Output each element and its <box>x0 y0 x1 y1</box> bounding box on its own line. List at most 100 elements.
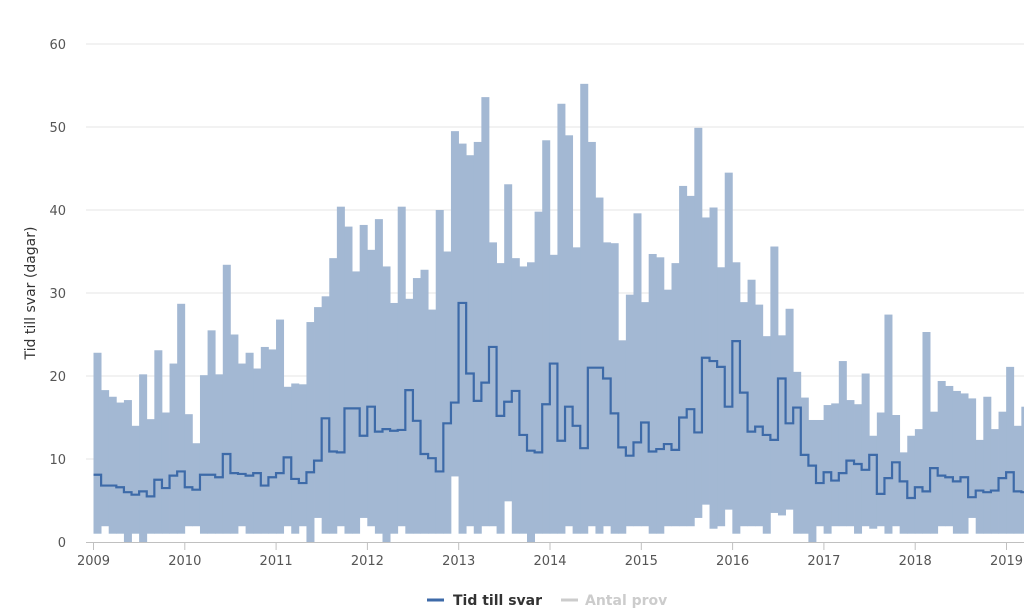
range-bar <box>473 141 482 534</box>
range-bar <box>975 439 984 534</box>
range-bar <box>998 411 1007 534</box>
range-bar <box>580 83 589 534</box>
range-bar <box>990 429 999 534</box>
range-bar <box>184 414 193 527</box>
range-bar <box>869 435 878 529</box>
range-bar <box>724 172 733 510</box>
range-bar <box>846 400 855 527</box>
x-tick-label: 2016 <box>716 554 749 569</box>
range-bar <box>930 411 939 534</box>
range-bar <box>587 141 596 527</box>
legend[interactable]: Tid till svar Antal prov <box>427 593 667 609</box>
x-tick-label: 2017 <box>807 554 840 569</box>
range-bar <box>922 332 931 534</box>
range-bar <box>420 269 429 534</box>
range-bar <box>625 294 634 527</box>
range-bar <box>443 251 452 534</box>
range-bar <box>648 253 657 534</box>
range-bar <box>268 349 277 534</box>
range-bar <box>603 242 612 527</box>
range-bar <box>390 302 399 534</box>
range-bar <box>717 267 726 527</box>
x-tick-label: 2010 <box>168 554 201 569</box>
legend-item-tid-till-svar[interactable]: Tid till svar <box>427 593 542 609</box>
range-bar <box>914 429 923 534</box>
range-bar <box>572 247 581 534</box>
range-area <box>93 83 1024 542</box>
range-bar <box>694 127 703 518</box>
series-line-tid-till-svar <box>93 301 1024 500</box>
x-tick-label: 2012 <box>351 554 384 569</box>
range-bar <box>374 219 383 534</box>
range-bar <box>488 242 497 527</box>
y-tick-label: 40 <box>49 204 66 219</box>
range-bar <box>253 368 262 534</box>
legend-label-antal-prov: Antal prov <box>585 593 667 609</box>
x-tick-label: 2019 <box>990 554 1023 569</box>
y-tick-label: 50 <box>49 121 66 136</box>
range-bar <box>276 319 285 534</box>
range-bar <box>952 390 961 534</box>
range-bar <box>709 207 718 529</box>
range-bar <box>215 374 224 534</box>
range-bar <box>793 371 802 534</box>
range-bar <box>192 443 201 527</box>
range-bar <box>207 330 216 534</box>
range-bar <box>618 340 627 534</box>
range-bar <box>907 435 916 534</box>
range-bar <box>466 155 475 527</box>
range-bar <box>131 425 140 534</box>
x-tick-label: 2014 <box>533 554 566 569</box>
range-bar <box>314 307 323 518</box>
range-bar <box>823 405 832 534</box>
range-bar <box>367 249 376 527</box>
range-bar <box>960 393 969 534</box>
range-bar <box>747 279 756 527</box>
range-bar <box>123 400 132 542</box>
range-bar <box>610 243 619 534</box>
range-bar <box>321 296 330 534</box>
range-bar <box>595 197 604 534</box>
range-bar <box>770 246 779 513</box>
range-bar <box>291 383 300 534</box>
x-tick-label: 2011 <box>260 554 293 569</box>
range-bar <box>306 322 315 542</box>
range-bar <box>557 103 566 534</box>
range-bar <box>169 363 178 534</box>
range-bar <box>671 263 680 527</box>
range-bar <box>336 206 345 527</box>
range-bar <box>542 140 551 534</box>
range-bar <box>245 352 254 534</box>
range-bar <box>428 309 437 534</box>
range-bar <box>785 308 794 510</box>
range-bar <box>458 143 467 534</box>
range-bar <box>238 363 247 527</box>
range-bar <box>899 452 908 534</box>
y-tick-label: 0 <box>58 536 66 551</box>
range-bar <box>116 402 125 534</box>
range-bar <box>93 352 102 534</box>
range-bar <box>511 258 520 534</box>
range-bar <box>800 397 809 534</box>
range-bar <box>937 380 946 527</box>
range-bar <box>230 334 239 534</box>
range-bar <box>739 302 748 527</box>
axes: 0 10 20 30 40 50 60 2009 2010 2011 2012 2013 2014 201… <box>49 38 1024 569</box>
range-bar <box>450 131 459 477</box>
range-bar <box>108 396 117 534</box>
x-tick-label: 2013 <box>442 554 475 569</box>
range-bar <box>831 403 840 527</box>
range-bar <box>777 335 786 516</box>
range-bar <box>405 298 414 534</box>
x-tick-label: 2018 <box>899 554 932 569</box>
range-bar <box>755 304 764 527</box>
range-bar <box>504 184 513 502</box>
range-bar <box>884 314 893 534</box>
range-bar <box>534 211 543 534</box>
range-bar <box>496 263 505 534</box>
legend-item-antal-prov[interactable]: Antal prov <box>561 593 667 609</box>
range-bar <box>519 266 528 534</box>
range-bar <box>412 278 421 534</box>
